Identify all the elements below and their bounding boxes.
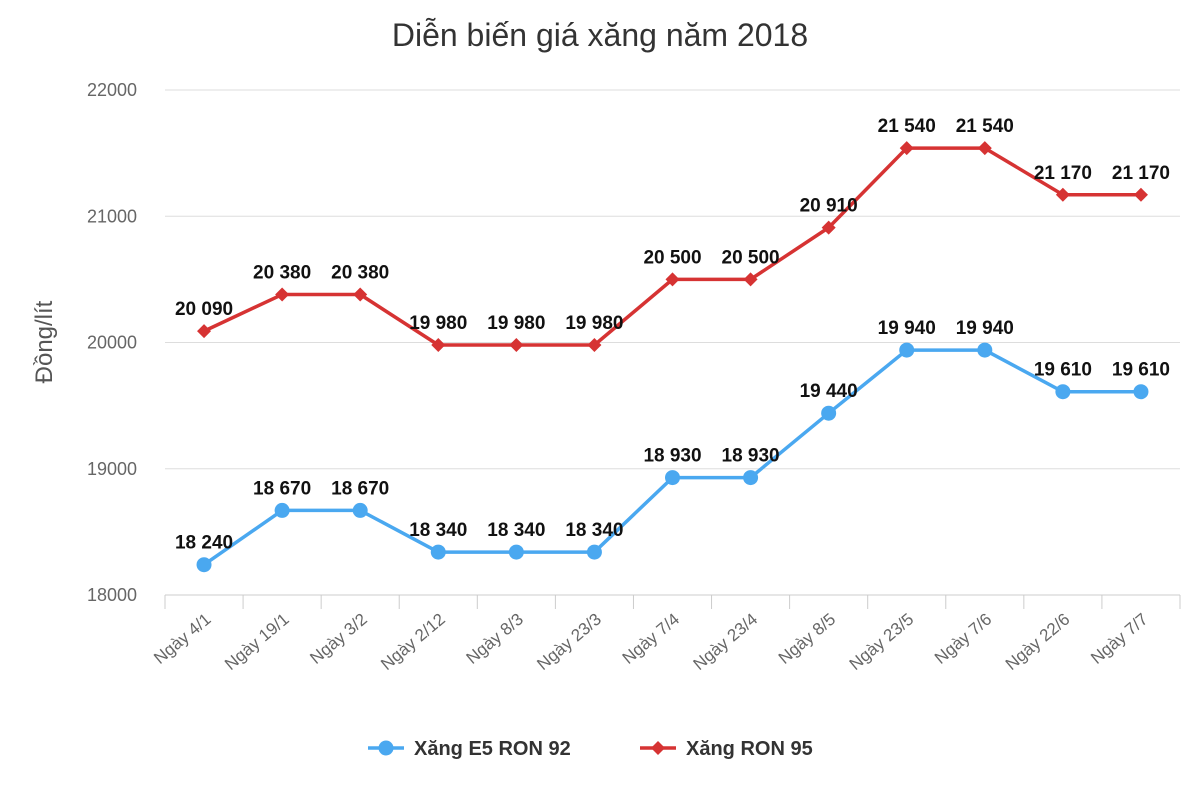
data-point bbox=[821, 220, 836, 235]
x-tick-label: Ngày 22/6 bbox=[1002, 610, 1074, 674]
data-point bbox=[743, 470, 759, 486]
data-label: 20 380 bbox=[331, 263, 389, 284]
data-point bbox=[353, 287, 368, 302]
legend-item: Xăng RON 95 bbox=[640, 738, 813, 760]
data-point bbox=[197, 324, 212, 339]
data-point bbox=[196, 557, 212, 573]
data-label: 18 340 bbox=[565, 520, 623, 541]
x-tick-label: Ngày 3/2 bbox=[306, 610, 370, 668]
y-tick-label: 18000 bbox=[87, 585, 137, 605]
data-point bbox=[1133, 187, 1148, 202]
data-label: 18 930 bbox=[722, 446, 780, 467]
data-label: 19 980 bbox=[409, 313, 467, 334]
data-point bbox=[977, 141, 992, 156]
data-point bbox=[1055, 187, 1070, 202]
legend-item: Xăng E5 RON 92 bbox=[368, 738, 571, 760]
data-label: 19 940 bbox=[878, 318, 936, 339]
y-tick-label: 21000 bbox=[87, 206, 137, 226]
data-point bbox=[274, 502, 290, 518]
x-tick-label: Ngày 8/3 bbox=[463, 610, 527, 668]
data-label: 18 340 bbox=[487, 520, 545, 541]
legend-label: Xăng E5 RON 92 bbox=[414, 738, 571, 760]
data-label: 21 170 bbox=[1034, 163, 1092, 184]
data-point bbox=[899, 141, 914, 156]
data-point bbox=[821, 405, 837, 421]
data-label: 19 980 bbox=[565, 313, 623, 334]
data-point bbox=[509, 338, 524, 353]
data-point bbox=[430, 544, 446, 560]
data-label: 18 340 bbox=[409, 520, 467, 541]
series-e5-ron-92 bbox=[196, 342, 1149, 573]
data-label: 19 610 bbox=[1112, 360, 1170, 381]
gridlines bbox=[165, 89, 1180, 596]
data-point bbox=[1133, 384, 1149, 400]
data-point bbox=[665, 470, 680, 486]
data-point bbox=[508, 544, 524, 560]
y-tick-label: 19000 bbox=[87, 459, 137, 479]
x-tick-label: Ngày 2/12 bbox=[377, 610, 449, 674]
x-tick-label: Ngày 23/5 bbox=[846, 610, 918, 674]
data-label: 19 980 bbox=[487, 313, 545, 334]
data-label: 19 440 bbox=[800, 381, 858, 402]
y-tick-label: 22000 bbox=[87, 80, 137, 100]
y-tick-label: 20000 bbox=[87, 333, 137, 353]
data-label: 19 610 bbox=[1034, 360, 1092, 381]
data-label: 20 500 bbox=[722, 247, 780, 268]
data-label: 18 670 bbox=[253, 478, 311, 499]
x-tick-label: Ngày 7/7 bbox=[1087, 610, 1151, 668]
data-label: 19 940 bbox=[956, 318, 1014, 339]
data-label: 20 500 bbox=[643, 247, 701, 268]
data-point bbox=[275, 287, 290, 302]
x-tick-label: Ngày 19/1 bbox=[221, 610, 293, 674]
data-label: 21 540 bbox=[878, 116, 936, 137]
data-point bbox=[743, 272, 758, 287]
data-label: 18 930 bbox=[643, 446, 701, 467]
x-axis-ticks: Ngày 4/1 Ngày 19/1 Ngày 3/2 Ngày 2/12 Ngày 8… bbox=[150, 595, 1181, 674]
data-label: 18 670 bbox=[331, 478, 389, 499]
chart-title: Diễn biến giá xăng năm 2018 bbox=[392, 17, 808, 53]
data-labels: 18 240 18 670 18 670 18 340 18 340 18 340 18 9… bbox=[175, 116, 1170, 554]
x-tick-label: Ngày 4/1 bbox=[150, 610, 214, 668]
data-point bbox=[977, 342, 993, 358]
data-label: 18 240 bbox=[175, 533, 233, 554]
x-tick-label: Ngày 23/4 bbox=[690, 610, 762, 674]
data-label: 20 380 bbox=[253, 263, 311, 284]
y-axis-label: Đồng/lít bbox=[31, 300, 58, 383]
data-label: 20 090 bbox=[175, 299, 233, 320]
data-point bbox=[899, 342, 915, 358]
legend-label: Xăng RON 95 bbox=[686, 738, 813, 760]
legend: Xăng E5 RON 92 Xăng RON 95 bbox=[368, 738, 813, 760]
legend-marker bbox=[651, 741, 665, 755]
data-label: 21 170 bbox=[1112, 163, 1170, 184]
data-point bbox=[587, 338, 602, 353]
x-tick-label: Ngày 7/4 bbox=[619, 610, 683, 668]
y-axis-ticks: 18000 19000 20000 21000 22000 bbox=[87, 80, 137, 605]
data-point bbox=[431, 338, 446, 353]
data-label: 20 910 bbox=[800, 196, 858, 217]
series-ron-95 bbox=[197, 141, 1148, 353]
legend-marker bbox=[378, 740, 394, 756]
series-layer bbox=[196, 141, 1149, 573]
data-point bbox=[665, 272, 680, 287]
x-tick-label: Ngày 23/3 bbox=[533, 610, 605, 674]
data-point bbox=[352, 502, 368, 518]
data-point bbox=[586, 544, 602, 560]
x-tick-label: Ngày 7/6 bbox=[931, 610, 995, 668]
data-label: 21 540 bbox=[956, 116, 1014, 137]
data-point bbox=[1055, 384, 1071, 400]
x-tick-label: Ngày 8/5 bbox=[775, 610, 839, 668]
